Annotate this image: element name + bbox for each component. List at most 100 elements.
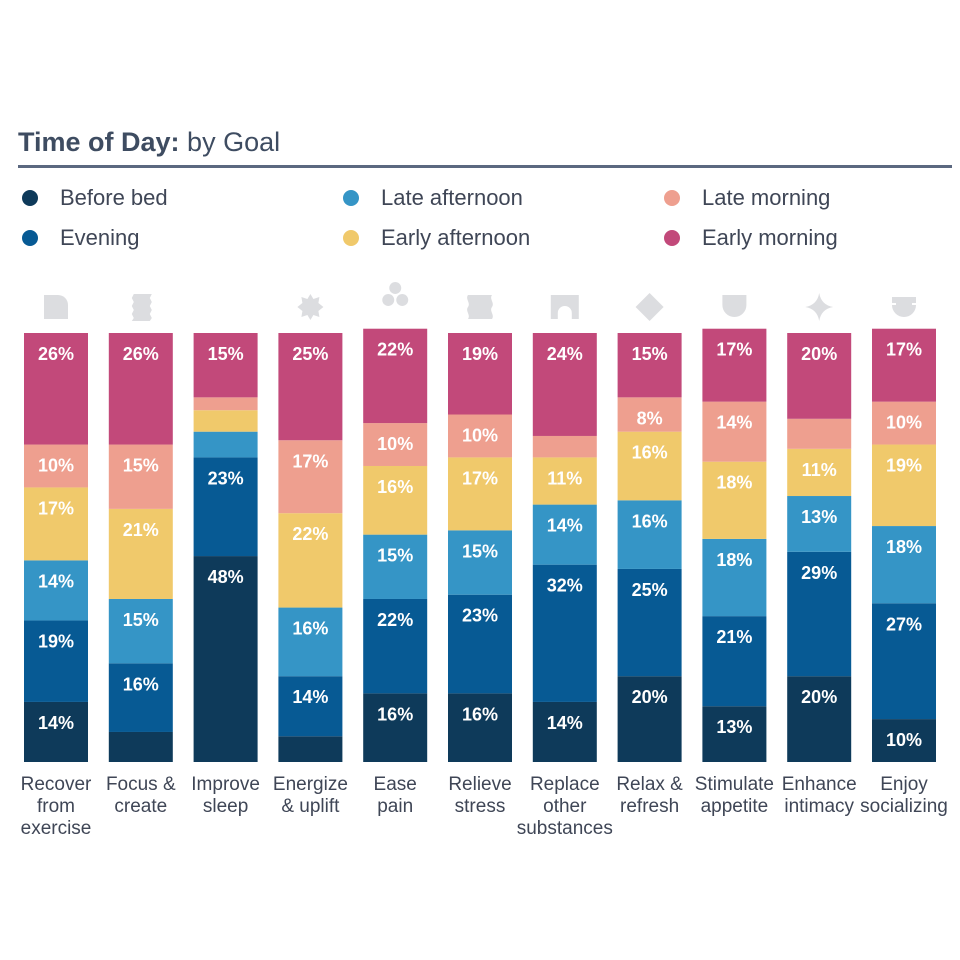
data-label: 27% [886, 614, 922, 634]
data-label: 16% [377, 477, 413, 497]
data-label: 48% [208, 567, 244, 587]
bar-segment [872, 719, 936, 762]
bar-segment [872, 328, 936, 402]
bar-segment [532, 701, 597, 762]
category-label: Relax & refresh [616, 774, 683, 817]
bar-segment [702, 461, 767, 539]
data-label: 13% [801, 507, 837, 527]
data-label: 10% [377, 434, 413, 454]
bar-segment [617, 397, 682, 432]
bar-segment [702, 401, 767, 462]
data-label: 24% [547, 344, 583, 364]
bar-segment [363, 693, 428, 762]
bar-segment [193, 410, 258, 432]
data-label: 19% [38, 631, 74, 651]
data-label: 19% [462, 344, 498, 364]
data-label: 25% [632, 580, 668, 600]
data-label: 8% [637, 408, 663, 428]
bar-segment [448, 693, 512, 762]
data-label: 14% [547, 713, 583, 733]
data-label: 15% [377, 546, 413, 566]
bar-segment [532, 504, 597, 565]
bowl-icon [892, 297, 916, 317]
bar-segment [787, 333, 852, 419]
bar-segment [617, 333, 682, 398]
data-label: 16% [377, 704, 413, 724]
bar-segment [787, 418, 852, 449]
data-label: 14% [716, 413, 752, 433]
bar-segment [24, 620, 88, 702]
data-label: 10% [462, 426, 498, 446]
category-label: Relieve stress [448, 774, 511, 817]
legend-swatch [664, 190, 680, 206]
data-label: 16% [632, 511, 668, 531]
data-label: 11% [547, 468, 582, 488]
clover-icon [382, 282, 409, 306]
scalloped-square-icon [129, 294, 152, 321]
data-label: 10% [886, 730, 922, 750]
bar-segment [363, 465, 428, 535]
legend-item-late-afternoon: Late afternoon [343, 185, 523, 211]
bar-segment [532, 333, 597, 436]
legend-swatch [22, 190, 38, 206]
chart-title: Time of Day: by Goal [18, 127, 280, 158]
bar-segment [193, 556, 258, 762]
legend-item-early-morning: Early morning [664, 225, 838, 251]
data-label: 16% [462, 704, 498, 724]
bar-segment [702, 706, 767, 762]
data-label: 15% [208, 344, 244, 364]
legend-label: Before bed [60, 185, 168, 210]
bar-segment [363, 534, 428, 599]
bar-segment [363, 423, 428, 466]
bar-segment [448, 530, 512, 595]
legend-label: Early morning [702, 225, 838, 250]
bar-segment [617, 431, 682, 501]
bar-segment [278, 513, 343, 608]
legend-item-before-bed: Before bed [22, 185, 168, 211]
bar-segment [24, 444, 88, 488]
bar-segment [448, 414, 512, 458]
data-label: 22% [377, 610, 413, 630]
legend-label: Early afternoon [381, 225, 531, 250]
legend-label: Evening [60, 225, 140, 250]
bar-segment [278, 440, 343, 514]
data-label: 26% [38, 344, 74, 364]
category-label: Energize & uplift [273, 774, 348, 817]
bar-segment [193, 457, 258, 557]
data-label: 29% [801, 563, 837, 583]
category-label: Recover from exercise [21, 774, 92, 839]
bar-segment [193, 333, 258, 398]
bar-segment [532, 457, 597, 505]
data-label: 11% [802, 460, 837, 480]
bar-segment [872, 444, 936, 527]
wavy-square-icon [467, 295, 493, 319]
bar-segment [702, 538, 767, 617]
data-label: 19% [886, 456, 922, 476]
chart-title-rest: by Goal [179, 127, 281, 157]
rounded-square-icon [44, 295, 68, 319]
category-label: Enjoy socializing [860, 774, 948, 817]
crescent-moon-icon [217, 295, 230, 319]
bar-segment [363, 328, 428, 424]
data-label: 14% [547, 516, 583, 536]
sunburst-icon [297, 294, 324, 320]
data-label: 16% [292, 619, 328, 639]
legend-swatch [343, 230, 359, 246]
bar-segment [278, 607, 343, 677]
bar-segment [278, 333, 343, 441]
bar-segment [108, 598, 173, 664]
category-label: Enhance intimacy [782, 774, 857, 817]
legend-swatch [343, 190, 359, 206]
legend-item-early-afternoon: Early afternoon [343, 225, 530, 251]
data-label: 14% [292, 687, 328, 707]
legend-swatch [22, 230, 38, 246]
data-label: 18% [716, 550, 752, 570]
bar-segment [617, 568, 682, 677]
bar-segment [24, 701, 88, 762]
data-label: 17% [38, 498, 74, 518]
data-label: 15% [462, 541, 498, 561]
category-label: Stimulate appetite [695, 774, 774, 817]
data-label: 14% [38, 713, 74, 733]
chart-title-bold: Time of Day: [18, 127, 180, 157]
data-label: 10% [38, 456, 74, 476]
